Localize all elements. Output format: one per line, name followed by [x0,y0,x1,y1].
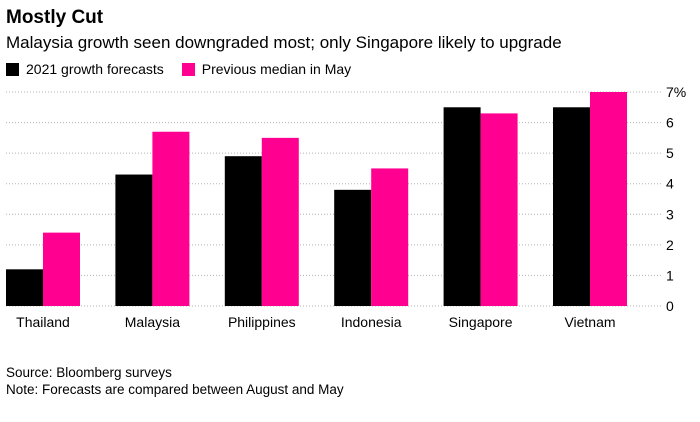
legend-swatch-previous [181,62,195,76]
x-tick-label: Vietnam [564,314,615,330]
x-tick-label: Indonesia [341,314,402,330]
y-tick-label: 1 [666,267,674,283]
bars [6,92,627,307]
y-axis-tick-labels: 0 1 2 3 4 5 6 7% [666,84,686,314]
chart-subtitle: Malaysia growth seen downgraded most; on… [6,33,562,52]
y-tick-label: 3 [666,206,674,222]
bar-thailand-previous [43,232,80,306]
y-tick-label: 6 [666,115,674,131]
bar-indonesia-forecast [334,189,372,306]
x-tick-label: Malaysia [125,314,180,330]
legend: 2021 growth forecasts Previous median in… [6,61,369,77]
legend-label-forecast: 2021 growth forecasts [26,61,164,77]
legend-swatch-forecast [6,62,19,76]
bar-singapore-previous [480,113,518,307]
legend-item-previous: Previous median in May [181,61,352,77]
legend-item-forecast: 2021 growth forecasts [6,61,164,77]
bar-thailand-forecast [6,269,43,306]
legend-label-previous: Previous median in May [201,61,352,77]
chart-title: Mostly Cut [6,7,104,28]
y-tick-label: 7% [666,84,686,100]
x-tick-label: Singapore [449,314,513,330]
bar-singapore-forecast [443,107,481,307]
source-note: Source: Bloomberg surveys [6,365,172,380]
bar-indonesia-previous [371,168,409,306]
chart-footer: Source: Bloomberg surveys Note: Forecast… [6,364,344,398]
bar-vietnam-forecast [553,107,590,307]
y-tick-label: 2 [666,237,674,253]
bar-philippines-previous [261,137,299,306]
bar-philippines-forecast [224,156,262,306]
y-tick-label: 5 [666,145,674,161]
x-tick-label: Thailand [16,314,70,330]
bar-vietnam-previous [590,92,627,306]
y-tick-label: 0 [666,298,674,314]
methodology-note: Note: Forecasts are compared between Aug… [6,382,344,397]
bar-malaysia-previous [152,131,190,306]
x-axis-tick-labels: Thailand Malaysia Philippines Indonesia Sing… [16,314,615,330]
x-tick-label: Philippines [228,314,296,330]
y-tick-label: 4 [666,176,674,192]
bar-malaysia-forecast [115,174,153,306]
